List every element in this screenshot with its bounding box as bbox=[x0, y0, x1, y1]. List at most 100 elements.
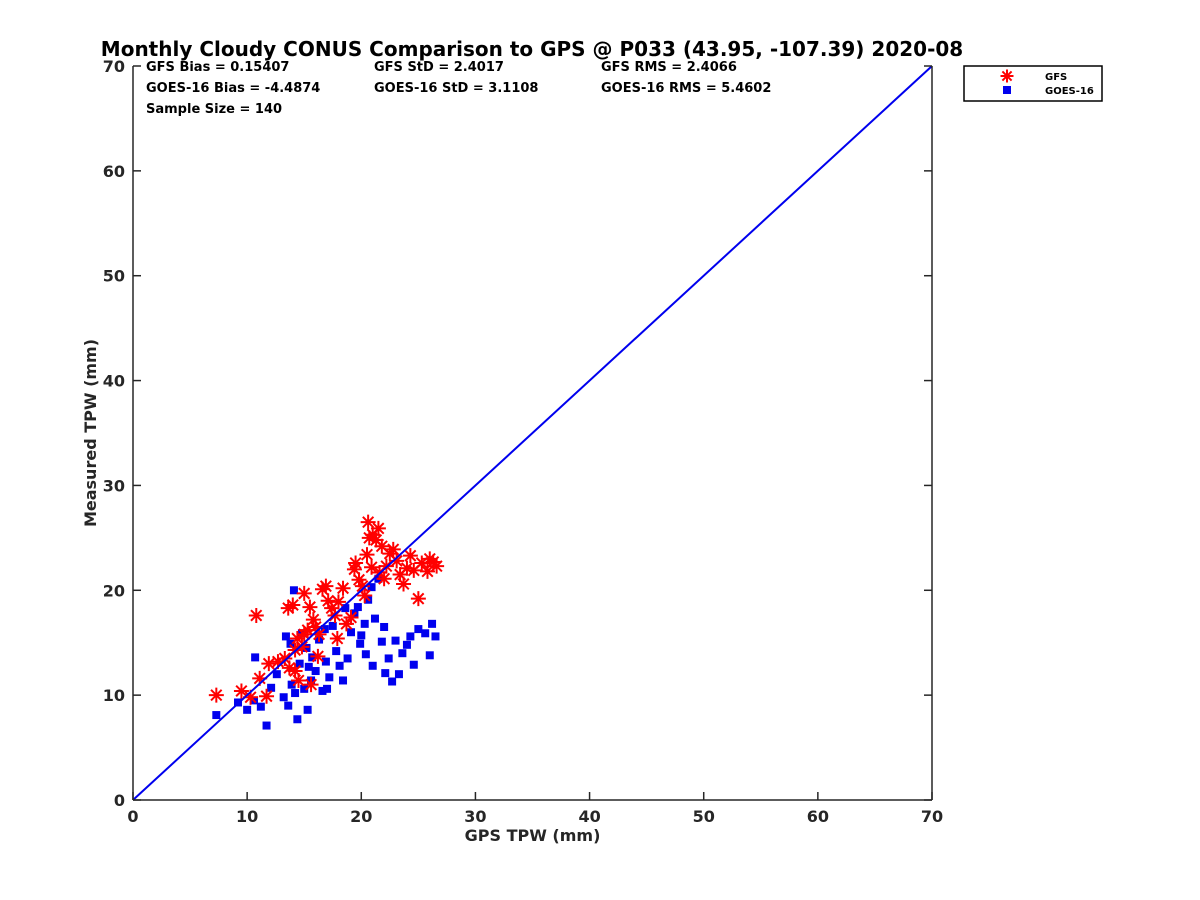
gfs-point bbox=[419, 563, 435, 579]
goes-16-point bbox=[295, 659, 304, 668]
gfs-point bbox=[294, 639, 310, 655]
goes-16-point bbox=[318, 686, 327, 695]
gfs-point-shape bbox=[376, 571, 392, 587]
gfs-point-shape bbox=[419, 563, 435, 579]
gfs-point bbox=[338, 616, 354, 632]
gfs-point-shape bbox=[357, 588, 373, 604]
gfs-point bbox=[364, 559, 380, 575]
y-axis-label: Measured TPW (mm) bbox=[81, 339, 100, 527]
goes-16-point bbox=[281, 632, 290, 641]
gfs-point bbox=[329, 631, 345, 647]
gfs-point-shape bbox=[351, 572, 367, 588]
gfs-point bbox=[348, 555, 364, 571]
legend: GFS GOES-16 bbox=[963, 65, 1103, 102]
gfs-point-shape bbox=[296, 585, 312, 601]
gfs-point bbox=[252, 670, 268, 686]
gfs-point bbox=[385, 541, 401, 557]
gfs-point-shape bbox=[414, 555, 430, 571]
gfs-point bbox=[233, 683, 249, 699]
goes-16-point bbox=[311, 667, 320, 676]
gfs-point-shape bbox=[308, 619, 324, 635]
legend-goes-16-marker bbox=[1003, 86, 1011, 94]
gfs-point-shape bbox=[365, 527, 381, 543]
goes-16-point bbox=[262, 721, 271, 730]
gfs-point bbox=[285, 597, 301, 613]
gfs-point bbox=[208, 687, 224, 703]
gfs-point bbox=[406, 562, 422, 578]
gfs-point bbox=[359, 547, 375, 563]
goes-16-point bbox=[256, 702, 265, 711]
gfs-point bbox=[330, 594, 346, 610]
goes-16-point bbox=[325, 673, 334, 682]
goes-16-point bbox=[377, 637, 386, 646]
goes-16-point bbox=[321, 657, 330, 666]
stat-text: GFS Bias = 0.15407 bbox=[146, 60, 289, 75]
gfs-point-shape bbox=[320, 593, 336, 609]
gfs-point-shape bbox=[277, 650, 293, 666]
gfs-point bbox=[429, 558, 445, 574]
goes-16-point bbox=[212, 711, 221, 720]
reference-line bbox=[132, 65, 933, 801]
gfs-point bbox=[303, 677, 319, 693]
gfs-point bbox=[277, 650, 293, 666]
gfs-point bbox=[243, 689, 259, 705]
goes-16-point bbox=[388, 677, 397, 686]
gfs-point bbox=[365, 527, 381, 543]
gfs-point bbox=[324, 600, 340, 616]
stat-text: GFS RMS = 2.4066 bbox=[601, 60, 737, 75]
gfs-point bbox=[392, 567, 408, 583]
gfs-point-shape bbox=[348, 555, 364, 571]
goes-16-point bbox=[341, 604, 350, 613]
x-tick-label: 20 bbox=[350, 807, 372, 826]
gfs-point-shape bbox=[368, 532, 384, 548]
gfs-point-shape bbox=[287, 663, 303, 679]
gfs-point-shape bbox=[302, 599, 318, 615]
gfs-point bbox=[259, 688, 275, 704]
gfs-point bbox=[351, 572, 367, 588]
gfs-point bbox=[280, 600, 296, 616]
y-tick-label: 30 bbox=[103, 476, 125, 495]
gfs-point bbox=[310, 648, 326, 664]
goes-16-point bbox=[368, 661, 377, 670]
gfs-point bbox=[248, 607, 264, 623]
gfs-point-shape bbox=[406, 562, 422, 578]
gfs-point bbox=[402, 548, 418, 564]
y-tick-label: 0 bbox=[114, 791, 125, 810]
gfs-point-shape bbox=[429, 558, 445, 574]
gfs-point-shape bbox=[385, 541, 401, 557]
goes-16-point bbox=[300, 684, 309, 693]
legend-gfs-marker bbox=[1000, 69, 1014, 83]
goes-16-point bbox=[323, 684, 332, 693]
stat-text: GFS StD = 2.4017 bbox=[374, 60, 504, 75]
goes-16-point bbox=[286, 639, 295, 648]
gfs-point-shape bbox=[402, 548, 418, 564]
gfs-point-shape bbox=[270, 654, 286, 670]
stat-text: GOES-16 Bias = -4.4874 bbox=[146, 81, 320, 96]
gfs-point bbox=[370, 520, 386, 536]
goes-16-point bbox=[291, 689, 300, 698]
goes-16-point bbox=[320, 625, 329, 634]
gfs-point-shape bbox=[303, 677, 319, 693]
gfs-point-shape bbox=[410, 591, 426, 607]
x-tick-label: 0 bbox=[127, 807, 138, 826]
gfs-point bbox=[414, 555, 430, 571]
legend-gfs-marker-shape bbox=[1000, 69, 1014, 83]
gfs-point bbox=[291, 672, 307, 688]
y-tick-label: 50 bbox=[103, 267, 125, 286]
gfs-point bbox=[368, 532, 384, 548]
gfs-point-shape bbox=[329, 631, 345, 647]
goes-16-point bbox=[394, 670, 403, 679]
gfs-point-shape bbox=[359, 547, 375, 563]
y-tick-label: 70 bbox=[103, 57, 125, 76]
gfs-point bbox=[389, 553, 405, 569]
gfs-point bbox=[311, 626, 327, 642]
gfs-point-shape bbox=[291, 672, 307, 688]
goes-16-point bbox=[293, 715, 302, 724]
goes-16-point bbox=[328, 621, 337, 630]
goes-16-point bbox=[421, 629, 430, 638]
gfs-point bbox=[410, 591, 426, 607]
goes-16-point bbox=[287, 680, 296, 689]
legend-goes-16-label: GOES-16 bbox=[1045, 86, 1094, 97]
goes-16-point bbox=[267, 683, 276, 692]
gfs-point bbox=[296, 585, 312, 601]
